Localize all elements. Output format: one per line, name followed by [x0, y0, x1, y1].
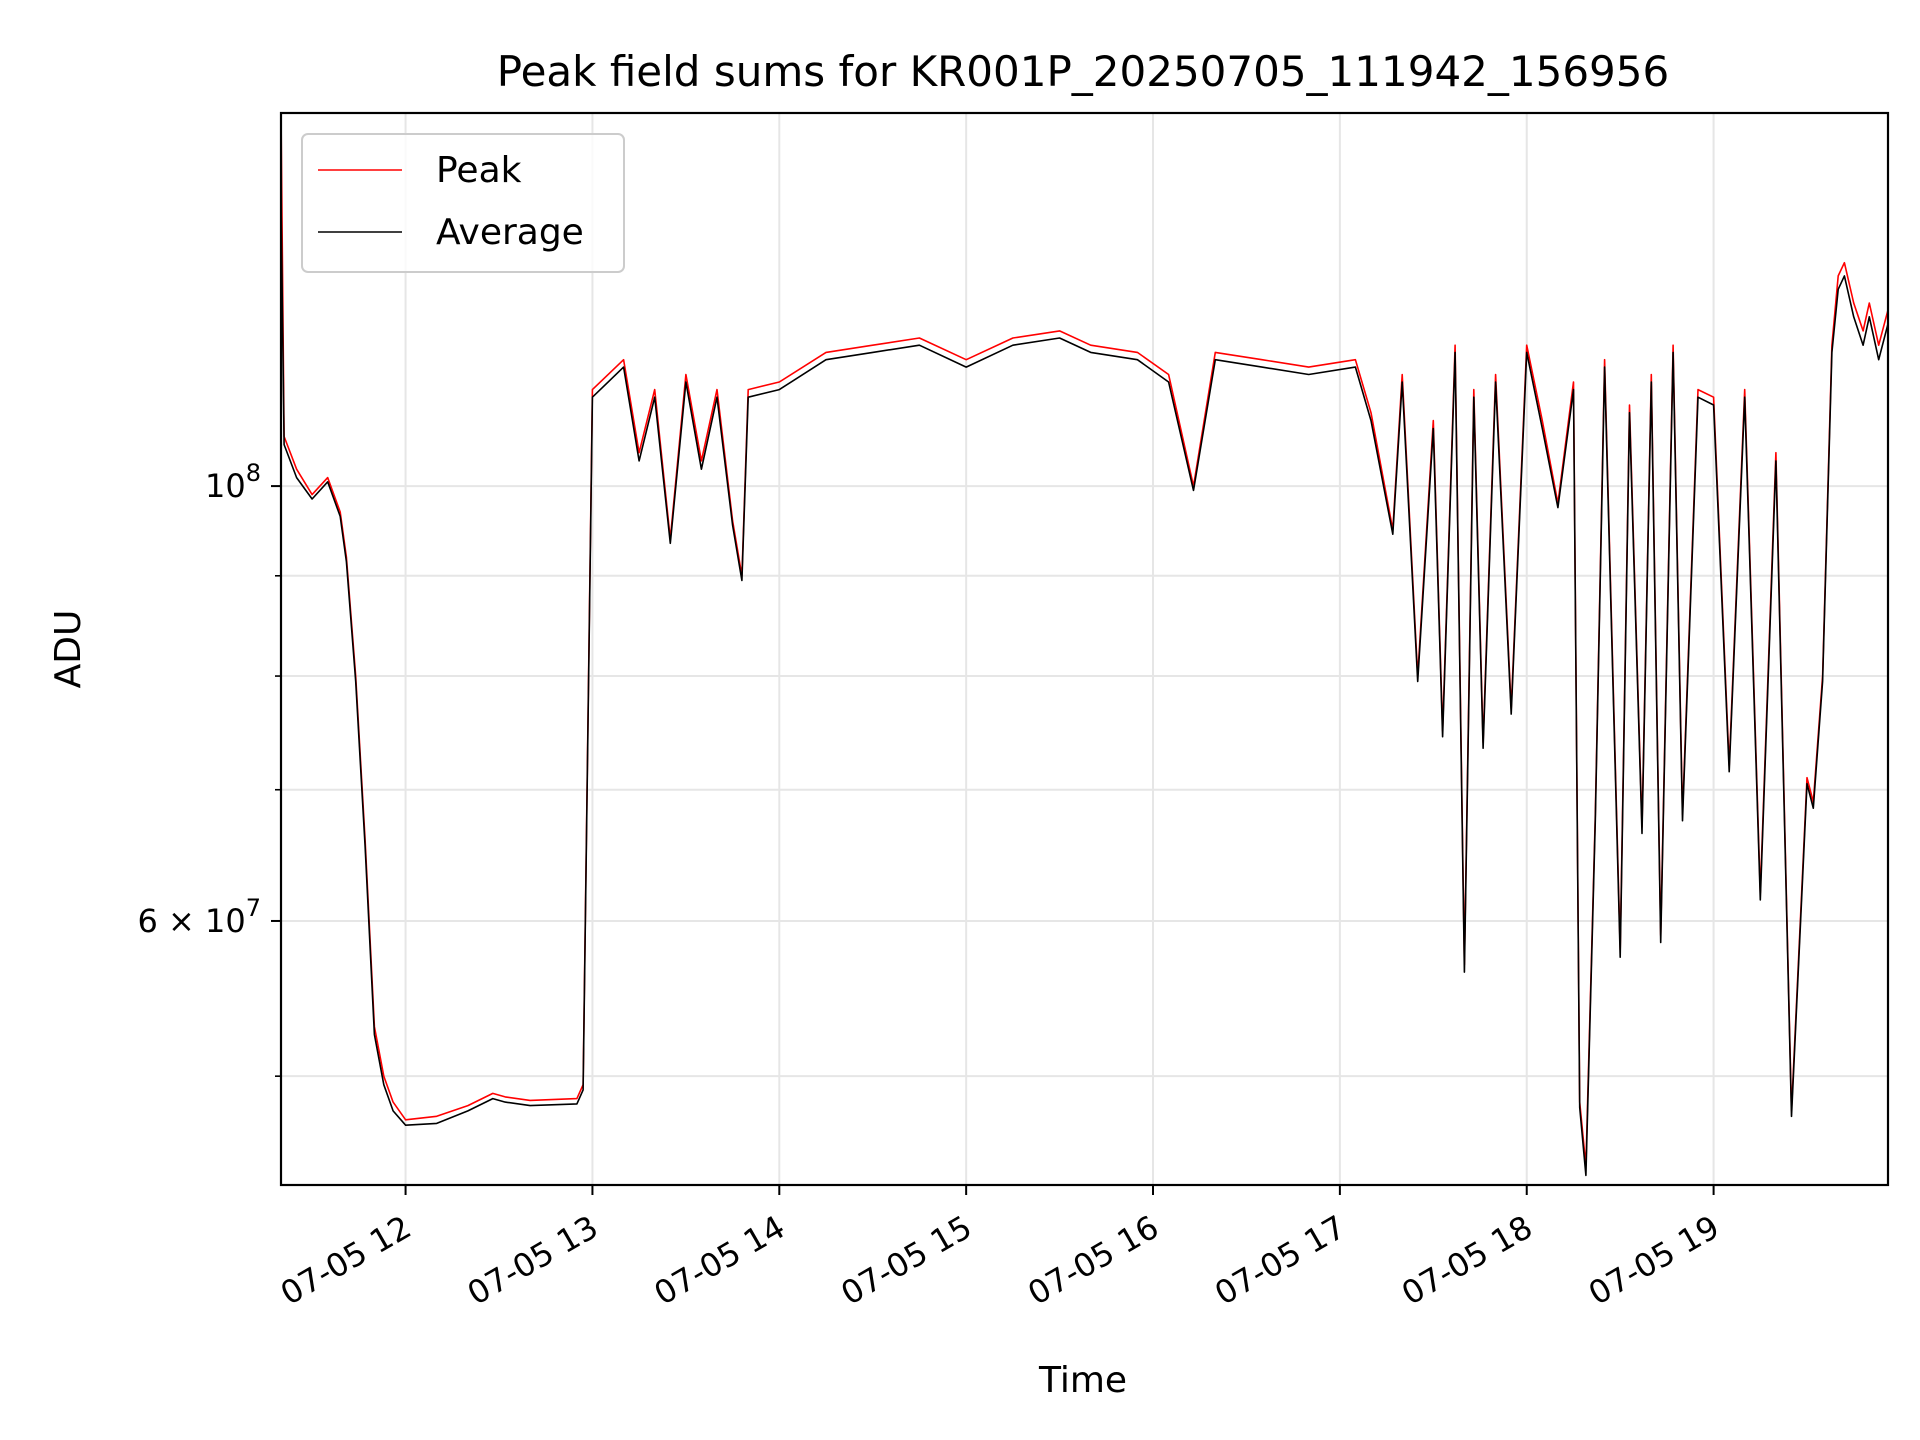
x-axis-label: Time: [1038, 1360, 1127, 1401]
y-tick-label: 6 × 107: [137, 894, 261, 940]
series-line-average: [280, 199, 1889, 1177]
grid: [281, 113, 1888, 1185]
y-tick-exponent: 7: [246, 894, 261, 922]
legend-label-peak: Peak: [436, 150, 522, 191]
series-layer: [280, 112, 1889, 1177]
y-tick-exponent: 8: [246, 459, 261, 487]
x-tick-label: 07-05 16: [1021, 1208, 1165, 1313]
x-tick-label: 07-05 13: [461, 1208, 605, 1313]
x-tick-label: 07-05 14: [648, 1208, 792, 1313]
y-tick-base: 10: [205, 467, 246, 505]
legend: Peak Average: [301, 133, 625, 273]
x-tick-label: 07-05 12: [274, 1208, 418, 1313]
y-tick-times: ×: [158, 902, 205, 940]
chart-title: Peak field sums for KR001P_20250705_1119…: [497, 47, 1669, 96]
y-axis-label: ADU: [48, 610, 89, 689]
y-tick-coef: 6: [137, 902, 157, 940]
legend-label-average: Average: [436, 212, 584, 253]
x-axis: 07-05 12 07-05 13 07-05 14 07-05 15 07-05 16…: [274, 1185, 1726, 1313]
x-tick-label: 07-05 15: [835, 1208, 979, 1313]
plot-frame: [279, 111, 1890, 1187]
y-tick-label: 108: [205, 459, 261, 505]
x-tick-label: 07-05 19: [1582, 1208, 1726, 1313]
y-tick-base: 10: [205, 902, 246, 940]
x-tick-label: 07-05 17: [1208, 1208, 1352, 1313]
legend-box: [301, 133, 625, 273]
x-tick-label: 07-05 18: [1395, 1208, 1539, 1313]
